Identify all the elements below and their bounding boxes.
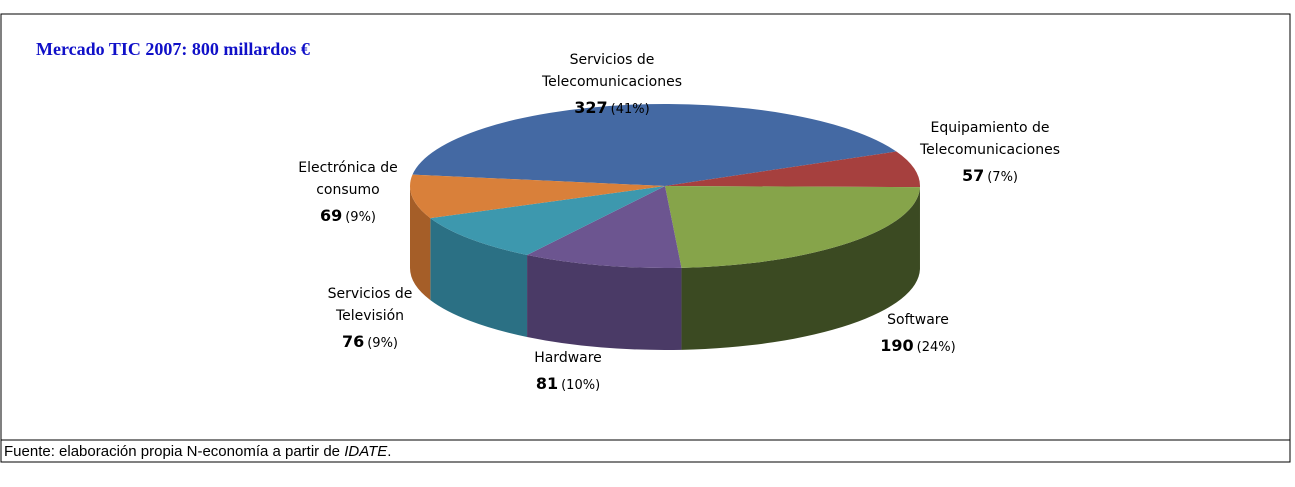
slice-label: Telecomunicaciones [541, 74, 682, 90]
percent: (9%) [345, 210, 376, 225]
value: 69 [320, 206, 342, 225]
value: 190 [880, 336, 913, 355]
source-text: Fuente: elaboración propia N-economía a … [4, 443, 344, 460]
slice-label: Electrónica de [298, 160, 398, 176]
percent: (9%) [367, 336, 398, 351]
source-end: . [387, 443, 391, 460]
slice-side [527, 255, 681, 350]
percent: (7%) [987, 170, 1018, 185]
source: Fuente: elaboración propia N-economía a … [4, 443, 391, 460]
slice-label: Telecomunicaciones [919, 142, 1060, 158]
value: 327 [574, 98, 607, 117]
slice-label: Servicios de [328, 286, 413, 302]
annotation: Mercado TIC 2007: 800 millardos € [36, 39, 310, 59]
slice-label: consumo [316, 182, 380, 198]
percent: (10%) [561, 378, 600, 393]
percent: (41%) [611, 102, 650, 117]
value: 57 [962, 166, 984, 185]
slice-label: Hardware [534, 350, 602, 366]
slice-label: Equipamiento de [931, 120, 1050, 136]
slice-label: Software [887, 312, 949, 328]
slice-label: Servicios de [570, 52, 655, 68]
value: 81 [536, 374, 558, 393]
percent: (24%) [917, 340, 956, 355]
slice-label: Televisión [335, 308, 404, 324]
value: 76 [342, 332, 364, 351]
source-italic: IDATE [344, 443, 388, 460]
